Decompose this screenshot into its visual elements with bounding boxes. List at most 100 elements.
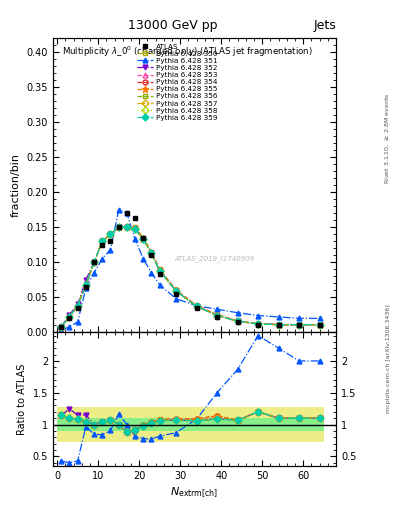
- Pythia 6.428 351: [133, 236, 138, 242]
- Pythia 6.428 350: [100, 238, 105, 244]
- Pythia 6.428 358: [194, 303, 199, 309]
- Pythia 6.428 350: [116, 224, 121, 230]
- Legend: ATLAS, Pythia 6.428 350, Pythia 6.428 351, Pythia 6.428 352, Pythia 6.428 353, P: ATLAS, Pythia 6.428 350, Pythia 6.428 35…: [136, 42, 219, 122]
- Pythia 6.428 354: [116, 224, 121, 230]
- Pythia 6.428 352: [125, 224, 129, 230]
- Pythia 6.428 351: [174, 295, 178, 302]
- Pythia 6.428 356: [194, 303, 199, 309]
- Pythia 6.428 350: [75, 303, 80, 309]
- Pythia 6.428 352: [75, 301, 80, 307]
- Pythia 6.428 357: [256, 321, 261, 327]
- Text: 13000 GeV pp: 13000 GeV pp: [128, 19, 218, 32]
- Pythia 6.428 355: [92, 259, 96, 265]
- Pythia 6.428 359: [235, 318, 240, 324]
- Pythia 6.428 353: [235, 318, 240, 324]
- ATLAS: [67, 315, 72, 322]
- Pythia 6.428 354: [149, 249, 154, 255]
- Pythia 6.428 357: [59, 324, 64, 330]
- Pythia 6.428 358: [133, 226, 138, 232]
- Pythia 6.428 356: [256, 321, 261, 327]
- Pythia 6.428 357: [125, 224, 129, 230]
- Pythia 6.428 356: [317, 322, 322, 328]
- ATLAS: [100, 242, 105, 248]
- Pythia 6.428 350: [92, 259, 96, 265]
- Pythia 6.428 358: [256, 321, 261, 327]
- Pythia 6.428 355: [317, 322, 322, 328]
- Pythia 6.428 353: [83, 282, 88, 288]
- Pythia 6.428 357: [67, 314, 72, 320]
- Pythia 6.428 354: [174, 287, 178, 293]
- Pythia 6.428 357: [75, 303, 80, 309]
- Pythia 6.428 359: [194, 303, 199, 309]
- Pythia 6.428 350: [317, 322, 322, 328]
- Pythia 6.428 353: [108, 231, 113, 238]
- Pythia 6.428 359: [133, 226, 138, 232]
- Pythia 6.428 356: [75, 303, 80, 309]
- Pythia 6.428 355: [194, 303, 199, 309]
- Pythia 6.428 350: [174, 287, 178, 293]
- Pythia 6.428 350: [149, 249, 154, 255]
- Text: ATLAS_2019_I1740909: ATLAS_2019_I1740909: [174, 255, 254, 262]
- Pythia 6.428 352: [133, 226, 138, 232]
- Pythia 6.428 354: [108, 231, 113, 238]
- Pythia 6.428 355: [59, 324, 64, 330]
- Pythia 6.428 350: [67, 314, 72, 320]
- Line: Pythia 6.428 353: Pythia 6.428 353: [59, 225, 322, 329]
- Line: Pythia 6.428 359: Pythia 6.428 359: [59, 225, 322, 329]
- Pythia 6.428 353: [174, 287, 178, 293]
- Pythia 6.428 356: [297, 322, 301, 328]
- Pythia 6.428 355: [235, 318, 240, 324]
- Pythia 6.428 350: [215, 312, 219, 318]
- Pythia 6.428 356: [149, 250, 154, 257]
- Pythia 6.428 359: [108, 231, 113, 238]
- Pythia 6.428 353: [141, 236, 146, 242]
- Pythia 6.428 356: [59, 324, 64, 330]
- ATLAS: [235, 319, 240, 325]
- ATLAS: [83, 284, 88, 290]
- Pythia 6.428 358: [92, 259, 96, 265]
- Pythia 6.428 351: [125, 210, 129, 217]
- Pythia 6.428 357: [108, 231, 113, 238]
- Pythia 6.428 352: [100, 238, 105, 244]
- Pythia 6.428 351: [235, 310, 240, 316]
- Pythia 6.428 356: [174, 288, 178, 294]
- Pythia 6.428 352: [256, 321, 261, 327]
- Line: Pythia 6.428 357: Pythia 6.428 357: [59, 225, 322, 329]
- ATLAS: [317, 322, 322, 328]
- Pythia 6.428 351: [141, 256, 146, 262]
- ATLAS: [125, 210, 129, 217]
- Pythia 6.428 352: [157, 268, 162, 274]
- Pythia 6.428 358: [215, 312, 219, 318]
- Pythia 6.428 359: [67, 314, 72, 320]
- Pythia 6.428 355: [276, 322, 281, 328]
- Pythia 6.428 350: [141, 235, 146, 241]
- Pythia 6.428 359: [256, 321, 261, 327]
- Text: Rivet 3.1.10, $\geq$ 2.8M events: Rivet 3.1.10, $\geq$ 2.8M events: [384, 93, 391, 184]
- Pythia 6.428 358: [141, 236, 146, 242]
- Pythia 6.428 358: [174, 288, 178, 294]
- Pythia 6.428 354: [100, 238, 105, 244]
- Pythia 6.428 353: [149, 249, 154, 255]
- Pythia 6.428 359: [75, 303, 80, 309]
- Pythia 6.428 357: [92, 259, 96, 265]
- Pythia 6.428 358: [276, 322, 281, 328]
- Pythia 6.428 352: [317, 322, 322, 328]
- Pythia 6.428 352: [116, 224, 121, 230]
- Pythia 6.428 354: [75, 303, 80, 309]
- Pythia 6.428 354: [141, 236, 146, 242]
- Pythia 6.428 354: [67, 314, 72, 320]
- Pythia 6.428 356: [235, 318, 240, 324]
- Pythia 6.428 357: [133, 226, 138, 232]
- Pythia 6.428 352: [194, 303, 199, 309]
- Pythia 6.428 353: [75, 303, 80, 309]
- Pythia 6.428 358: [83, 282, 88, 288]
- Pythia 6.428 359: [149, 250, 154, 257]
- Pythia 6.428 354: [235, 318, 240, 324]
- Pythia 6.428 355: [297, 322, 301, 328]
- Pythia 6.428 358: [100, 238, 105, 244]
- Pythia 6.428 351: [297, 315, 301, 322]
- Pythia 6.428 354: [276, 322, 281, 328]
- ATLAS: [149, 252, 154, 259]
- Pythia 6.428 358: [67, 314, 72, 320]
- Line: Pythia 6.428 352: Pythia 6.428 352: [59, 225, 322, 329]
